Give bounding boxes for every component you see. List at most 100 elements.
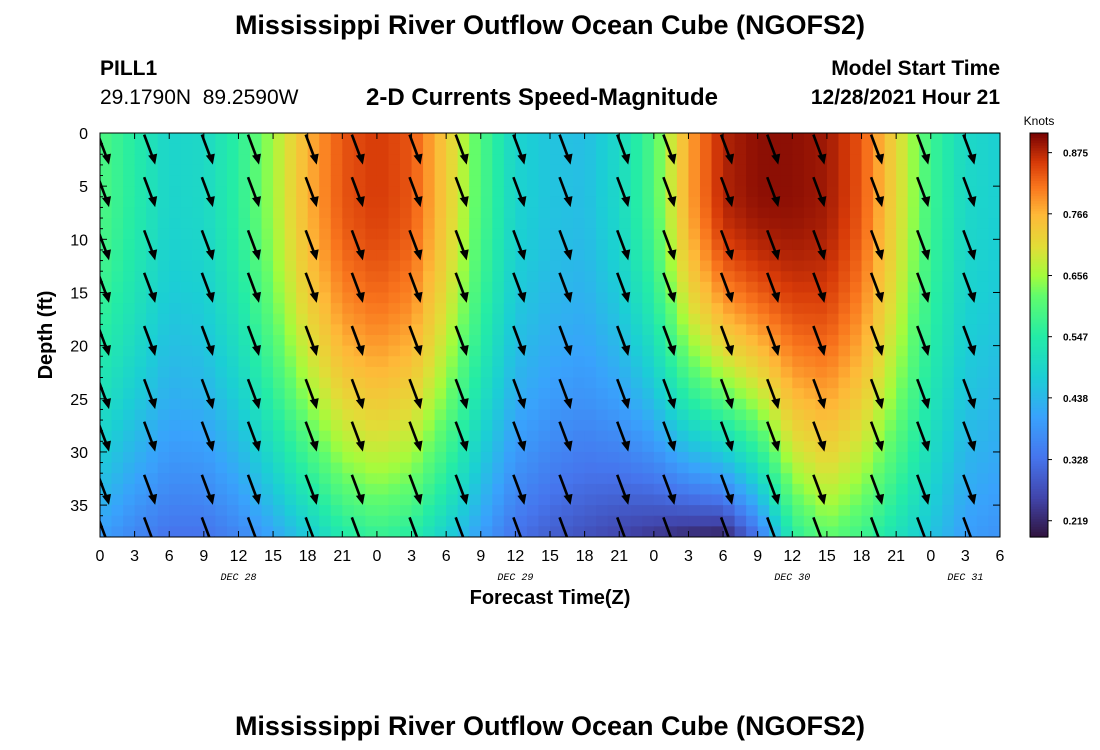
heatmap-cell [296,164,309,177]
heatmap-cell [596,249,609,262]
heatmap-cell [169,462,182,474]
heatmap-cell [792,207,805,219]
current-vector [558,176,573,208]
vector-head [148,249,158,261]
heatmap-cell [607,303,620,315]
heatmap-cell [942,462,955,474]
heatmap-cell [261,451,274,464]
heatmap-cell [376,164,390,177]
heatmap-cell [226,462,240,474]
heatmap-cell [400,186,413,198]
heatmap-cell [492,133,505,145]
heatmap-cell [596,260,609,272]
heatmap-cell [826,164,840,177]
heatmap-cell [976,313,990,325]
heatmap-cell [134,377,147,389]
heatmap-cell [653,207,666,219]
heatmap-cell [850,494,863,506]
heatmap-cell [607,377,620,389]
heatmap-cell [503,175,516,187]
heatmap-cell [792,186,805,198]
heatmap-cell [296,366,309,379]
heatmap-cell [803,356,816,368]
heatmap-cell [919,207,932,219]
heatmap-cell [526,515,540,527]
heatmap-cell [492,356,505,368]
heatmap-cell [607,207,620,219]
x-tick-label: 21 [610,548,628,565]
vector-shaft [558,325,570,351]
heatmap-cell [769,271,782,283]
heatmap-cell [261,366,274,379]
heatmap-cell [907,345,920,357]
heatmap-cell [573,409,586,421]
heatmap-cell [319,143,332,155]
heatmap-cell [203,473,216,485]
heatmap-cell [180,366,193,379]
heatmap-cell [988,377,1000,389]
heatmap-cell [100,228,113,240]
heatmap-cell [515,324,528,336]
current-vector [719,421,735,452]
heatmap-cell [861,196,874,209]
heatmap-cell [953,196,966,209]
heatmap-cell [215,388,228,400]
heatmap-cell [815,303,828,315]
vector-head [148,291,158,303]
heatmap-cell [642,175,655,187]
heatmap-cell [434,483,447,496]
heatmap-cell [469,164,482,177]
heatmap-cell [550,398,563,411]
heatmap-cell [550,494,563,506]
heatmap-cell [953,505,966,517]
heatmap-cell [746,526,759,537]
vector-shaft [662,272,674,298]
heatmap-cell [215,526,228,537]
heatmap-cell [134,196,147,209]
heatmap-cell [423,313,436,325]
heatmap-cell [734,207,747,219]
heatmap-cell [376,420,390,432]
heatmap-cell [365,377,378,389]
heatmap-cell [734,164,747,177]
station-coords: 29.1790N 89.2590W [100,86,299,109]
heatmap-cell [953,133,966,145]
heatmap-cell [665,335,678,347]
heatmap-cell [780,515,793,527]
heatmap-cell [215,451,228,464]
heatmap-cell [365,420,378,432]
heatmap-cell [942,451,955,464]
heatmap-cell [642,526,655,537]
vector-shaft [616,176,628,202]
heatmap-cell [584,228,597,240]
heatmap-cell [665,313,678,325]
heatmap-cell [446,164,459,177]
heatmap-cell [376,409,390,421]
heatmap-cell [873,207,886,219]
colorbar-segment [1030,208,1048,212]
heatmap-cell [884,260,897,272]
heatmap-cell [953,313,966,325]
current-vector [962,325,977,356]
heatmap-cell [307,281,320,294]
heatmap-cell [596,324,609,336]
vector-head [102,398,111,410]
colorbar-segment [1030,193,1048,197]
heatmap-cell [515,462,528,474]
heatmap-cell [757,505,770,517]
heatmap-cell [850,409,863,421]
heatmap-cell [146,207,159,219]
colorbar-segment [1030,287,1048,291]
heatmap-cell [538,249,551,262]
heatmap-cell [238,451,251,464]
heatmap-cell [469,154,482,166]
heatmap-cell [319,239,332,251]
heatmap-cell [226,303,240,315]
heatmap-cell [688,441,701,453]
heatmap-cell [157,420,170,432]
heatmap-cell [400,260,413,272]
heatmap-cell [619,420,632,432]
heatmap-cell [330,175,343,187]
heatmap-cell [769,313,782,325]
heatmap-cell [238,515,251,527]
